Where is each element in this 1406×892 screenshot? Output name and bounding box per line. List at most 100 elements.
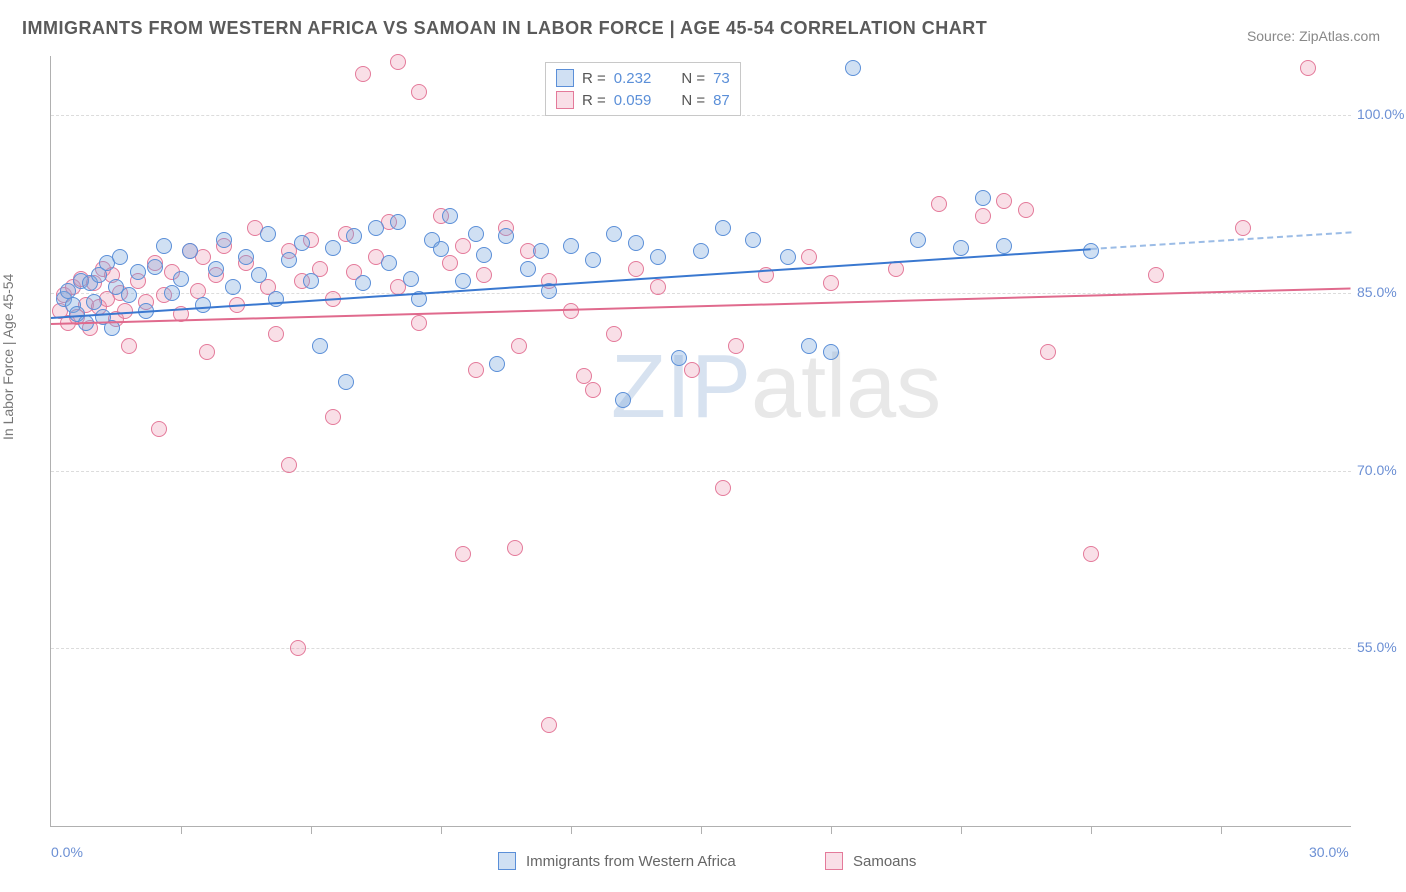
data-point	[585, 382, 601, 398]
data-point	[338, 374, 354, 390]
data-point	[563, 238, 579, 254]
data-point	[476, 247, 492, 263]
data-point	[455, 238, 471, 254]
data-point	[251, 267, 267, 283]
data-point	[975, 190, 991, 206]
data-point	[585, 252, 601, 268]
chart-title: IMMIGRANTS FROM WESTERN AFRICA VS SAMOAN…	[22, 18, 987, 39]
legend-swatch	[556, 91, 574, 109]
chart-plot-area: ZIPatlas 55.0%70.0%85.0%100.0%0.0%30.0%	[50, 56, 1351, 827]
n-value: 73	[713, 70, 730, 87]
data-point	[520, 261, 536, 277]
data-point	[511, 338, 527, 354]
data-point	[1235, 220, 1251, 236]
data-point	[117, 303, 133, 319]
data-point	[381, 255, 397, 271]
data-point	[121, 338, 137, 354]
legend-row: R =0.232N =73	[556, 67, 730, 89]
data-point	[533, 243, 549, 259]
data-point	[468, 362, 484, 378]
data-point	[1018, 202, 1034, 218]
data-point	[693, 243, 709, 259]
data-point	[208, 261, 224, 277]
data-point	[996, 193, 1012, 209]
data-point	[325, 409, 341, 425]
data-point	[368, 220, 384, 236]
data-point	[910, 232, 926, 248]
y-axis-title: In Labor Force | Age 45-54	[0, 274, 16, 440]
data-point	[823, 344, 839, 360]
data-point	[403, 271, 419, 287]
y-tick-label: 55.0%	[1357, 639, 1397, 655]
x-minor-tick	[961, 826, 962, 834]
x-minor-tick	[181, 826, 182, 834]
legend-swatch	[498, 852, 516, 870]
data-point	[164, 285, 180, 301]
data-point	[650, 249, 666, 265]
data-point	[953, 240, 969, 256]
data-point	[455, 546, 471, 562]
data-point	[1083, 243, 1099, 259]
n-label: N =	[681, 70, 705, 87]
legend-swatch	[556, 69, 574, 87]
data-point	[498, 228, 514, 244]
data-point	[476, 267, 492, 283]
data-point	[355, 66, 371, 82]
data-point	[888, 261, 904, 277]
n-value: 87	[713, 92, 730, 109]
data-point	[780, 249, 796, 265]
data-point	[745, 232, 761, 248]
n-label: N =	[681, 92, 705, 109]
data-point	[390, 54, 406, 70]
data-point	[715, 480, 731, 496]
data-point	[195, 297, 211, 313]
y-tick-label: 85.0%	[1357, 284, 1397, 300]
data-point	[931, 196, 947, 212]
series-legend-item: Samoans	[825, 852, 916, 870]
data-point	[671, 350, 687, 366]
y-tick-label: 100.0%	[1357, 106, 1404, 122]
data-point	[801, 338, 817, 354]
data-point	[823, 275, 839, 291]
data-point	[268, 326, 284, 342]
data-point	[1148, 267, 1164, 283]
r-value: 0.059	[614, 92, 652, 109]
x-minor-tick	[831, 826, 832, 834]
data-point	[1083, 546, 1099, 562]
data-point	[151, 421, 167, 437]
data-point	[130, 264, 146, 280]
data-point	[715, 220, 731, 236]
data-point	[199, 344, 215, 360]
x-minor-tick	[1221, 826, 1222, 834]
data-point	[650, 279, 666, 295]
data-point	[996, 238, 1012, 254]
watermark: ZIPatlas	[611, 336, 941, 439]
data-point	[325, 240, 341, 256]
r-value: 0.232	[614, 70, 652, 87]
legend-row: R =0.059N =87	[556, 89, 730, 111]
y-tick-label: 70.0%	[1357, 462, 1397, 478]
data-point	[1300, 60, 1316, 76]
series-label: Immigrants from Western Africa	[526, 853, 736, 870]
data-point	[455, 273, 471, 289]
data-point	[303, 273, 319, 289]
data-point	[355, 275, 371, 291]
data-point	[156, 238, 172, 254]
data-point	[411, 84, 427, 100]
series-legend-item: Immigrants from Western Africa	[498, 852, 736, 870]
data-point	[442, 255, 458, 271]
data-point	[433, 241, 449, 257]
data-point	[290, 640, 306, 656]
data-point	[312, 338, 328, 354]
data-point	[845, 60, 861, 76]
data-point	[1040, 344, 1056, 360]
source-label: Source: ZipAtlas.com	[1247, 28, 1380, 44]
data-point	[390, 214, 406, 230]
data-point	[606, 326, 622, 342]
x-minor-tick	[1091, 826, 1092, 834]
gridline-horizontal	[51, 471, 1351, 472]
x-tick-label: 0.0%	[51, 844, 83, 860]
data-point	[216, 232, 232, 248]
data-point	[112, 249, 128, 265]
data-point	[346, 228, 362, 244]
